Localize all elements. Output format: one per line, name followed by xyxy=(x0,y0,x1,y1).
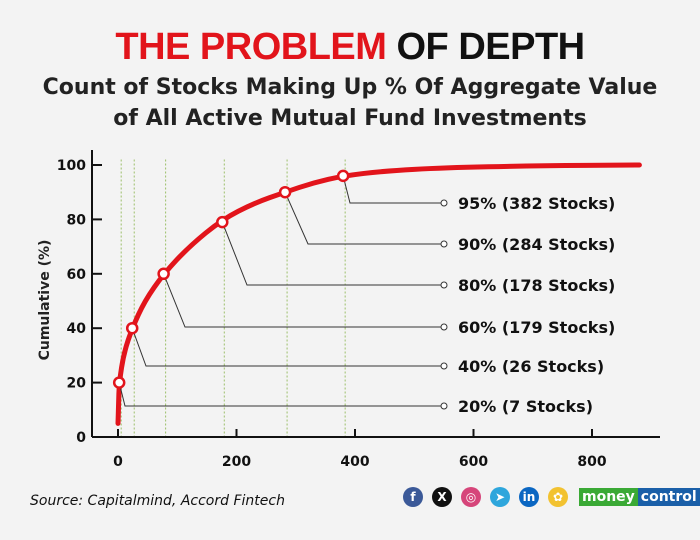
subtitle-line1: Count of Stocks Making Up % Of Aggregate… xyxy=(42,75,658,100)
x-tick-label: 200 xyxy=(222,454,251,470)
leader-line xyxy=(163,273,444,328)
leader-line xyxy=(284,191,444,245)
leader-line xyxy=(131,328,444,367)
data-curve xyxy=(115,162,642,426)
leader-end xyxy=(440,402,448,410)
point-label: 80% (178 Stocks) xyxy=(458,276,615,295)
point-label: 40% (26 Stocks) xyxy=(458,357,604,376)
leader-line xyxy=(118,382,444,407)
leader-line xyxy=(221,221,444,286)
leader-end xyxy=(440,323,448,331)
y-tick-label: 60 xyxy=(67,267,87,283)
y-axis-label: Cumulative (%) xyxy=(37,240,53,361)
data-point xyxy=(336,169,350,183)
y-tick-label: 40 xyxy=(67,321,87,337)
title-black: OF DEPTH xyxy=(396,26,586,68)
data-point xyxy=(216,215,229,229)
leader-end xyxy=(440,240,448,248)
data-point xyxy=(125,321,139,335)
title-red: THE PROBLEM xyxy=(115,26,387,68)
point-label: 20% (7 Stocks) xyxy=(458,397,593,416)
x-tick-label: 800 xyxy=(577,454,606,470)
data-point xyxy=(157,267,170,281)
y-tick-label: 80 xyxy=(67,212,87,228)
source-note: Source: Capitalmind, Accord Fintech xyxy=(30,493,285,509)
data-point xyxy=(112,376,126,389)
koo-icon[interactable]: ✿ xyxy=(548,487,568,507)
point-label: 60% (179 Stocks) xyxy=(458,318,615,337)
leader-line xyxy=(342,175,444,204)
y-tick-label: 100 xyxy=(57,158,86,174)
leader-end xyxy=(440,199,448,207)
moneycontrol-logo: money control xyxy=(579,488,700,506)
x-tick-label: 600 xyxy=(459,454,488,470)
social-bar: f X ◎ ➤ in ✿ money control xyxy=(403,487,700,507)
logo-money: money xyxy=(579,488,638,506)
subtitle-line2: of All Active Mutual Fund Investments xyxy=(113,106,587,131)
leader-end xyxy=(440,362,448,370)
x-tick-label: 0 xyxy=(113,454,123,470)
leader-end xyxy=(440,281,448,289)
x-tick-label: 400 xyxy=(340,454,369,470)
point-label: 95% (382 Stocks) xyxy=(458,194,615,213)
instagram-icon[interactable]: ◎ xyxy=(461,487,481,507)
data-point xyxy=(278,185,292,199)
page-title: THE PROBLEM OF DEPTH xyxy=(0,26,700,69)
y-tick-label: 0 xyxy=(76,430,86,446)
x-icon[interactable]: X xyxy=(432,487,452,507)
point-label: 90% (284 Stocks) xyxy=(458,235,615,254)
facebook-icon[interactable]: f xyxy=(403,487,423,507)
y-tick-label: 20 xyxy=(67,376,87,392)
logo-control: control xyxy=(637,488,700,506)
telegram-icon[interactable]: ➤ xyxy=(490,487,510,507)
linkedin-icon[interactable]: in xyxy=(519,487,539,507)
